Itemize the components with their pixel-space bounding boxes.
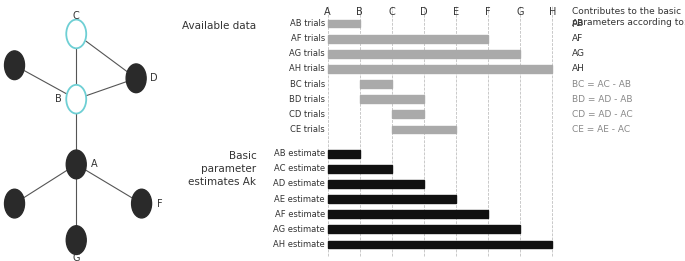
Text: CD trials: CD trials [289, 110, 325, 119]
Bar [360, 95, 424, 103]
Text: Basic
parameter
estimates Ak: Basic parameter estimates Ak [188, 151, 256, 187]
Bar [327, 180, 424, 188]
Text: F: F [157, 199, 162, 209]
Circle shape [66, 226, 86, 254]
Text: B: B [356, 7, 363, 16]
Text: A: A [91, 159, 98, 169]
Circle shape [5, 51, 25, 80]
Text: AH trials: AH trials [289, 64, 325, 73]
Bar [327, 210, 488, 218]
Text: BC = AC - AB: BC = AC - AB [572, 80, 631, 88]
Text: F: F [486, 7, 491, 16]
Text: AD estimate: AD estimate [273, 180, 325, 188]
Text: CD = AD - AC: CD = AD - AC [572, 110, 633, 119]
Text: AE estimate: AE estimate [275, 195, 325, 204]
Bar [327, 65, 553, 73]
Text: G: G [73, 253, 80, 261]
Text: H: H [549, 7, 556, 16]
Bar [392, 126, 456, 133]
Text: D: D [151, 73, 158, 83]
Text: AB: AB [572, 19, 584, 28]
Bar [327, 241, 553, 248]
Text: AF: AF [572, 34, 584, 43]
Text: D: D [420, 7, 427, 16]
Text: C: C [388, 7, 395, 16]
Circle shape [126, 64, 146, 93]
Bar [327, 195, 456, 203]
Circle shape [66, 85, 86, 114]
Text: Available data: Available data [182, 21, 256, 31]
Text: C: C [73, 11, 79, 21]
Text: AB trials: AB trials [290, 19, 325, 28]
Text: BD trials: BD trials [289, 95, 325, 104]
Text: AG: AG [572, 49, 585, 58]
Bar [327, 50, 521, 58]
Text: A: A [324, 7, 331, 16]
Text: G: G [516, 7, 524, 16]
Circle shape [66, 150, 86, 179]
Text: AF trials: AF trials [290, 34, 325, 43]
Circle shape [5, 189, 25, 218]
Text: E: E [453, 7, 459, 16]
Bar [327, 35, 488, 43]
Text: BC trials: BC trials [290, 80, 325, 88]
Text: AH estimate: AH estimate [273, 240, 325, 249]
Text: AC estimate: AC estimate [274, 164, 325, 173]
Bar [360, 80, 392, 88]
Text: AG trials: AG trials [289, 49, 325, 58]
Text: BD = AD - AB: BD = AD - AB [572, 95, 633, 104]
Circle shape [132, 189, 151, 218]
Text: AG estimate: AG estimate [273, 225, 325, 234]
Text: CE = AE - AC: CE = AE - AC [572, 125, 630, 134]
Bar [392, 110, 424, 118]
Circle shape [66, 20, 86, 48]
Text: B: B [55, 94, 62, 104]
Text: AB estimate: AB estimate [274, 149, 325, 158]
Text: Contributes to the basic
parameters according to:: Contributes to the basic parameters acco… [572, 7, 685, 27]
Bar [327, 20, 360, 27]
Text: AH: AH [572, 64, 585, 73]
Bar [327, 165, 392, 173]
Bar [327, 150, 360, 158]
Text: AF estimate: AF estimate [275, 210, 325, 219]
Text: CE trials: CE trials [290, 125, 325, 134]
Bar [327, 226, 521, 233]
